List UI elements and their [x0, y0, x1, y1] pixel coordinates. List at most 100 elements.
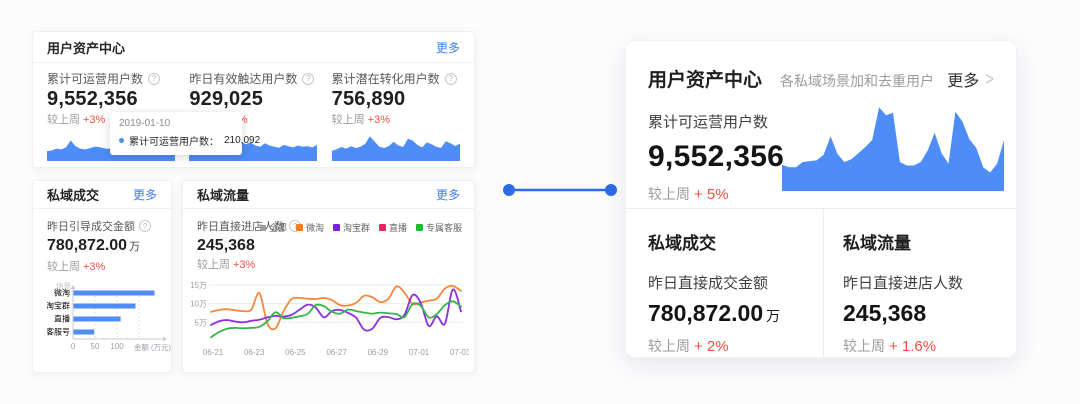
stat-value: 780,872.00 [47, 237, 128, 254]
delta-value: +3% [367, 114, 390, 126]
section-private-traffic: 私域流量 昨日直接进店人数 245,368 较上周 + 1.6% [821, 209, 1016, 357]
private-traffic-card: 私域流量 更多 全部 微淘 淘宝群 直播 专属客服 昨日直接进店人数 ? 245… [182, 180, 475, 373]
y-tick-label: 5万 [195, 318, 207, 327]
metric-value: 9,552,356 [648, 140, 785, 173]
card-title: 私域流量 [197, 188, 250, 203]
x-tick-label: 06-25 [285, 348, 306, 357]
delta-label: 较上周 [648, 338, 690, 354]
delta-value: +3% [233, 259, 256, 271]
private-deals-card: 私域成交 更多 昨日引导成交金额 ? 780,872.00 万 较上周 +3% 场景… [32, 180, 172, 373]
delta-label: 较上周 [648, 186, 690, 202]
delta-label: 较上周 [843, 338, 885, 354]
tick-label: 50 [91, 342, 100, 351]
info-icon[interactable]: ? [139, 220, 151, 232]
info-icon[interactable]: ? [148, 72, 161, 85]
legend-swatch [332, 224, 340, 231]
card-header: 私域流量 更多 [183, 181, 474, 209]
stat-label: 昨日直接进店人数 [843, 275, 964, 292]
x-axis-title: 金额 (万元) [134, 342, 172, 352]
metric-label: 累计可运营用户数 [47, 72, 144, 86]
bar [73, 303, 136, 309]
legend-item-live[interactable]: 直播 [378, 221, 407, 234]
chart-tooltip: 2019-01-10 累计可运营用户数： 210,092 [110, 112, 260, 155]
tooltip-series: 累计可运营用户数： [129, 137, 219, 148]
series-dot [119, 138, 124, 143]
card-title: 用户资产中心 [47, 40, 126, 56]
x-tick-label: 07-01 [409, 348, 430, 357]
tick-label: 100 [110, 342, 124, 351]
delta-label: 较上周 [331, 114, 365, 126]
metric-conversion-users: 累计潜在转化用户数 ? 756,890 较上周 +3% [331, 70, 460, 161]
series-line-专属客服 [210, 300, 462, 339]
card-header: 私域成交 更多 [33, 181, 171, 209]
metric-label: 累计潜在转化用户数 [331, 72, 440, 86]
card-header: 用户资产中心 各私域场景加和去重用户 更多 > [626, 41, 1016, 92]
connector-dot-left [503, 184, 515, 196]
series-line-微淘 [210, 285, 462, 331]
section-title: 私域成交 [648, 234, 716, 253]
x-tick-label: 06-21 [203, 348, 224, 357]
line-chart: 5万 10万 15万 06-21 06-23 06-25 06-27 06-29 07-01 07… [190, 281, 471, 357]
stat-value: 245,368 [197, 237, 255, 254]
legend-swatch [259, 224, 266, 231]
legend-item-all[interactable]: 全部 [259, 221, 287, 234]
y-tick-label: 10万 [191, 300, 207, 309]
more-link[interactable]: 更多 [435, 188, 460, 202]
delta-label: 较上周 [47, 261, 80, 273]
x-axis-arrow [163, 336, 167, 342]
info-icon[interactable]: ? [444, 72, 457, 85]
section-title: 私域流量 [843, 234, 911, 253]
user-assets-card: 用户资产中心 更多 累计可运营用户数 ? 9,552,356 较上周 +3% 昨日… [32, 31, 475, 168]
y-axis-title: 场景 [56, 282, 71, 291]
card-header: 用户资产中心 更多 [33, 32, 474, 63]
legend-swatch [378, 224, 386, 231]
more-link[interactable]: 更多 [132, 188, 157, 202]
connector-dot-right [605, 184, 617, 196]
category-label: 淘宝群 [47, 301, 70, 311]
x-tick-label: 06-23 [244, 348, 265, 357]
x-tick-label: 06-29 [368, 348, 389, 357]
legend-swatch [415, 224, 423, 231]
more-link[interactable]: 更多 > [947, 68, 994, 90]
card-subtitle: 各私域场景加和去重用户 [780, 73, 935, 89]
tick-label: 0 [71, 342, 76, 351]
area-chart [782, 107, 1004, 191]
metric-label: 昨日有效触达用户数 [189, 72, 298, 86]
metrics-row: 累计可运营用户数 ? 9,552,356 较上周 +3% 昨日有效触达用户数 ? … [33, 63, 474, 161]
legend-item-exclusive-service[interactable]: 专属客服 [415, 221, 462, 234]
area-fill [331, 136, 460, 161]
section-private-deals: 私域成交 昨日直接成交金额 780,872.00 万 较上周 + 2% [626, 209, 821, 357]
stat-label: 昨日引导成交金额 [47, 221, 135, 233]
delta-value: + 1.6% [889, 338, 937, 355]
legend-item-taobao-group[interactable]: 淘宝群 [332, 221, 370, 234]
stat-value: 245,368 [843, 300, 927, 326]
zoom-connector [503, 184, 617, 196]
metric-label: 累计可运营用户数 [648, 114, 769, 131]
main-metric: 累计可运营用户数 9,552,356 较上周 + 5% [648, 111, 784, 204]
metric-value: 929,025 [189, 88, 264, 110]
delta-value: + 5% [694, 186, 729, 203]
chart-legend: 全部 微淘 淘宝群 直播 专属客服 [259, 221, 462, 234]
legend-swatch [295, 224, 303, 231]
category-label: 直播 [54, 314, 70, 324]
bar [73, 316, 121, 322]
chevron-right-icon: > [985, 68, 994, 90]
metric-value: 9,552,356 [47, 88, 138, 110]
y-tick-label: 15万 [191, 281, 207, 290]
delta-label: 较上周 [47, 114, 80, 126]
series-line-淘宝群 [210, 288, 462, 332]
metric-value: 756,890 [331, 88, 406, 110]
tooltip-value: 210,092 [224, 135, 261, 146]
more-link[interactable]: 更多 [435, 40, 460, 55]
delta-label: 较上周 [197, 259, 230, 271]
delta-value: +3% [83, 261, 106, 273]
category-label: 客服号 [47, 327, 70, 337]
legend-item-weitao[interactable]: 微淘 [295, 221, 324, 234]
x-tick-label: 07-03 [450, 348, 469, 357]
stat-value: 780,872.00 [648, 300, 764, 326]
stat-unit: 万 [766, 308, 781, 324]
area-fill [782, 107, 1004, 191]
info-icon[interactable]: ? [302, 72, 315, 85]
zoom-detail-card: 用户资产中心 各私域场景加和去重用户 更多 > 累计可运营用户数 9,552,3… [625, 40, 1017, 358]
tooltip-date: 2019-01-10 [119, 118, 171, 129]
